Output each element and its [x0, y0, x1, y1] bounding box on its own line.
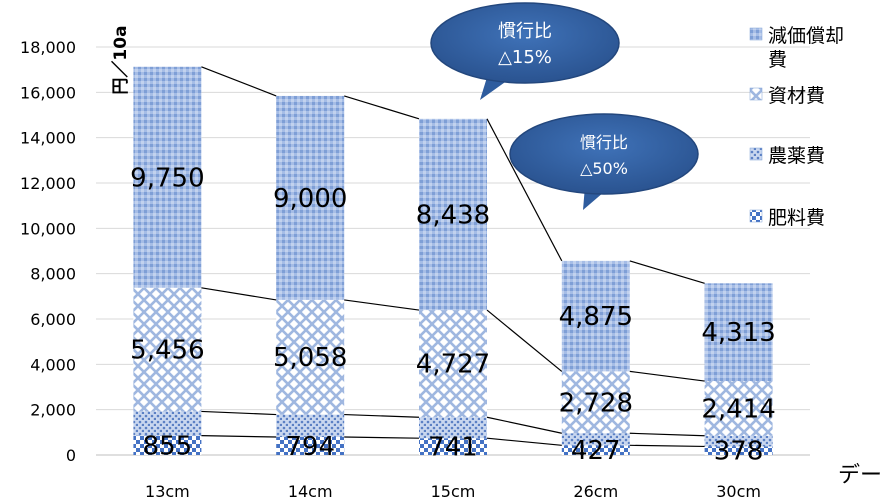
- x-axis-ticks: 13cm 14cm 15cm 26cm 30cm: [145, 482, 761, 501]
- data-label: 8,438: [416, 200, 490, 230]
- data-label: 2,728: [559, 388, 633, 418]
- annotations: 慣行比 △15% 慣行比 △50%: [430, 2, 699, 210]
- series-line: [344, 95, 420, 120]
- series-line: [344, 436, 420, 439]
- series-line: [486, 309, 563, 372]
- data-label: 9,000: [273, 184, 347, 214]
- data-label: 4,875: [559, 302, 633, 332]
- y-tick-label: 16,000: [20, 83, 76, 102]
- data-label: 2,414: [701, 394, 775, 424]
- bar-segment: [704, 435, 773, 447]
- bars: [133, 66, 773, 455]
- bar-segment: [419, 417, 487, 439]
- callout-bubble: [509, 113, 699, 195]
- bar-segment: [276, 299, 345, 415]
- bar-segment: [561, 433, 630, 446]
- bar-segment: [276, 95, 345, 300]
- bar-segment: [133, 66, 202, 288]
- bar-segment: [561, 371, 630, 434]
- series-line: [201, 435, 277, 438]
- y-tick-label: 14,000: [20, 129, 76, 148]
- callout-text: 慣行比: [498, 21, 552, 42]
- data-label: 9,750: [130, 163, 204, 193]
- series-lines: [201, 66, 705, 448]
- x-tick-label: 26cm: [573, 482, 618, 501]
- bar-segment: [133, 435, 202, 455]
- series-line: [629, 260, 705, 284]
- bar-segment: [561, 260, 630, 372]
- x-tick-label: 30cm: [716, 482, 761, 501]
- y-tick-label: 12,000: [20, 174, 76, 193]
- x-tick-label: 14cm: [288, 482, 333, 501]
- data-label: 427: [571, 436, 621, 466]
- data-labels: 855 794 741 427 378 5,456 5,058 4,727 2,728 2,414…: [130, 163, 776, 466]
- callout-text: △50%: [580, 159, 628, 178]
- series-line: [629, 444, 705, 448]
- data-label: 5,456: [130, 336, 204, 366]
- series-line: [629, 432, 705, 437]
- data-label: 741: [428, 433, 478, 463]
- x-tick-label: 13cm: [145, 482, 190, 501]
- data-label: 855: [143, 431, 193, 461]
- series-line: [486, 437, 562, 446]
- callout-text: 慣行比: [580, 133, 628, 152]
- y-axis: 0 2,000 4,000 6,000 8,000 10,000 12,000 14,000 1…: [20, 38, 810, 465]
- legend-swatch: [749, 209, 763, 223]
- series-line: [344, 299, 420, 311]
- data-label: 794: [285, 432, 335, 462]
- series-line: [344, 413, 420, 418]
- series-line: [629, 370, 705, 382]
- bar-segment: [276, 437, 345, 455]
- legend-label: 減価償却: [768, 25, 844, 47]
- y-axis-label: 円／10a: [110, 25, 131, 94]
- bar-segment: [704, 446, 773, 455]
- series-line: [486, 416, 562, 434]
- data-label: 5,058: [273, 343, 347, 373]
- legend-swatch: [749, 87, 763, 101]
- y-tick-label: 10,000: [20, 219, 76, 238]
- bar-segment: [419, 438, 487, 455]
- legend-label: 資材費: [768, 85, 825, 107]
- y-tick-label: 2,000: [30, 401, 76, 420]
- data-label: 378: [714, 437, 764, 467]
- corner-text: デー: [838, 463, 882, 488]
- bar-segment: [133, 411, 202, 436]
- bar-segment: [704, 381, 773, 436]
- y-tick-label: 6,000: [30, 310, 76, 329]
- legend-label: 肥料費: [768, 207, 825, 229]
- bar-segment: [276, 414, 345, 438]
- y-tick-label: 18,000: [20, 38, 76, 57]
- bar-segment: [133, 287, 202, 412]
- series-line: [201, 66, 277, 97]
- legend-swatch: [749, 147, 763, 161]
- bar-segment: [419, 310, 487, 418]
- series-line: [201, 287, 277, 301]
- data-label: 4,727: [416, 350, 490, 380]
- data-label: 4,313: [701, 318, 775, 348]
- y-tick-label: 0: [66, 446, 76, 465]
- series-line: [201, 410, 277, 416]
- callout-bubble: [430, 2, 620, 84]
- legend-label: 費: [768, 49, 787, 71]
- bar-segment: [419, 118, 487, 311]
- bar-segment: [561, 445, 630, 455]
- callout-text: △15%: [498, 47, 552, 68]
- legend-label: 農薬費: [768, 145, 825, 167]
- x-tick-label: 15cm: [431, 482, 476, 501]
- series-line: [486, 118, 563, 262]
- y-tick-label: 4,000: [30, 355, 76, 374]
- bar-segment: [704, 283, 773, 382]
- legend-swatch: [749, 27, 763, 41]
- y-tick-label: 8,000: [30, 265, 76, 284]
